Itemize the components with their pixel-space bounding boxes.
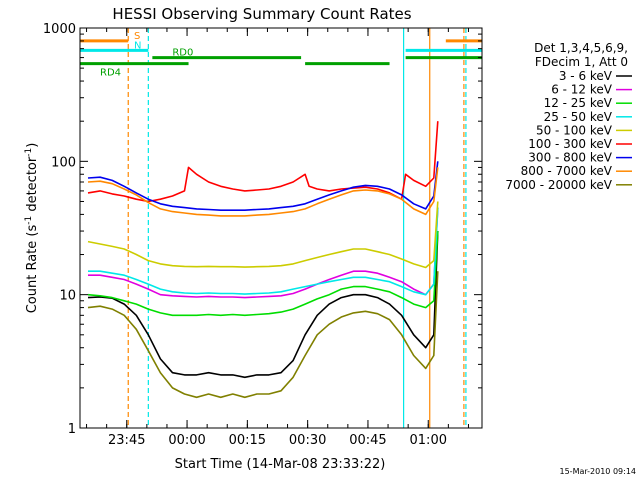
- series-line-7: [87, 167, 439, 217]
- x-tick-label-1: 00:00: [168, 433, 205, 448]
- legend-label-8: 7000 - 20000 keV: [505, 178, 612, 192]
- y-label-end: ): [25, 143, 40, 148]
- state-bar-label-1: N: [134, 40, 141, 51]
- y-tick-label-2: 100: [51, 155, 76, 170]
- series-line-0: [87, 231, 439, 379]
- series-line-2: [87, 231, 439, 317]
- legend-label-3: 25 - 50 keV: [544, 110, 613, 124]
- series-layer: [87, 121, 439, 399]
- footer-timestamp: 15-Mar-2010 09:14: [560, 467, 637, 476]
- chart-title: HESSI Observing Summary Count Rates: [112, 5, 411, 23]
- legend-label-0: 3 - 6 keV: [559, 69, 613, 83]
- series-line-8: [87, 271, 439, 399]
- legend-label-4: 50 - 100 keV: [536, 123, 613, 137]
- y-label-sup2: -1: [24, 148, 34, 157]
- legend-label-6: 300 - 800 keV: [528, 151, 612, 165]
- y-axis-label: Count Rate (s-1 detector-1): [24, 143, 40, 314]
- series-line-3: [88, 207, 439, 296]
- x-tick-label-3: 00:30: [289, 433, 326, 448]
- state-bar-label-2: RD0: [172, 48, 193, 59]
- legend-label-7: 800 - 7000 keV: [521, 164, 613, 178]
- y-tick-label-1: 10: [59, 289, 76, 304]
- series-line-4: [87, 201, 439, 269]
- legend-label-5: 100 - 300 keV: [528, 137, 612, 151]
- legend: Det 1,3,4,5,6,9, FDecim 1, Att 0 3 - 6 k…: [505, 41, 632, 192]
- x-tick-label-5: 01:00: [410, 433, 447, 448]
- y-tick-label-3: 1000: [43, 22, 76, 37]
- plot-frame: [79, 27, 483, 429]
- y-label-sup1: -1: [24, 216, 34, 225]
- state-bar-label-0: S: [134, 31, 140, 42]
- series-line-6: [87, 161, 439, 211]
- state-bar-label-3: RD4: [100, 68, 121, 79]
- x-tick-label-2: 00:15: [229, 433, 266, 448]
- legend-header-line-1: Det 1,3,4,5,6,9,: [534, 41, 628, 55]
- y-tick-label-0: 1: [68, 422, 76, 437]
- x-axis-ticks: 23:45 00:00 00:15 00:30 00:45 01:00: [86, 28, 469, 448]
- y-label-main: Count Rate (s: [25, 225, 40, 314]
- legend-header-line-2: FDecim 1, Att 0: [535, 55, 628, 69]
- legend-label-1: 6 - 12 keV: [551, 83, 613, 97]
- state-bars: SN RD0 RD4: [80, 31, 482, 79]
- x-tick-label-0: 23:45: [108, 433, 145, 448]
- series-line-1: [88, 207, 439, 299]
- y-label-mid: detector: [25, 156, 40, 216]
- y-axis-ticks: 1 10 100 1000: [43, 22, 482, 437]
- x-axis-label: Start Time (14-Mar-08 23:33:22): [175, 457, 386, 472]
- legend-label-2: 12 - 25 keV: [544, 96, 613, 110]
- x-tick-label-4: 00:45: [349, 433, 386, 448]
